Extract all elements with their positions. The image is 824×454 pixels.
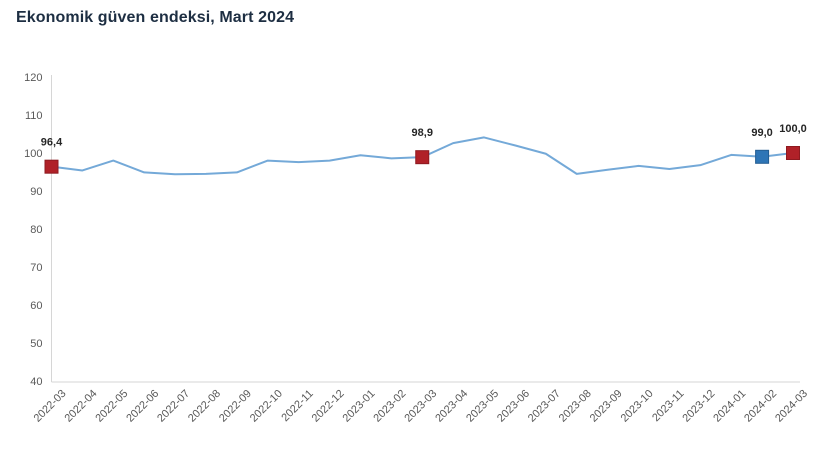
x-tick-label: 2022-11 bbox=[279, 388, 315, 424]
x-tick-label: 2022-08 bbox=[186, 388, 223, 425]
x-tick-label: 2024-03 bbox=[773, 388, 810, 425]
x-tick-label: 2023-12 bbox=[680, 388, 717, 425]
x-tick-label: 2022-06 bbox=[124, 388, 161, 425]
y-tick-label: 40 bbox=[30, 376, 42, 388]
y-tick-label: 110 bbox=[25, 110, 43, 122]
x-tick-label: 2023-01 bbox=[341, 388, 378, 425]
x-tick-label: 2022-09 bbox=[217, 388, 254, 425]
point-label-2024-03: 100,0 bbox=[779, 123, 807, 135]
y-tick-label: 90 bbox=[30, 186, 42, 198]
x-tick-label: 2023-05 bbox=[464, 388, 501, 425]
x-tick-label: 2022-10 bbox=[248, 388, 285, 425]
y-tick-label: 50 bbox=[30, 338, 42, 350]
x-tick-label: 2022-05 bbox=[93, 388, 130, 425]
marker-2024-03 bbox=[786, 146, 800, 160]
x-tick-label: 2022-12 bbox=[310, 388, 347, 425]
point-label-2022-03: 96,4 bbox=[41, 137, 63, 149]
x-tick-label: 2023-11 bbox=[650, 388, 686, 424]
x-tick-label: 2023-02 bbox=[371, 388, 408, 425]
x-tick-label: 2023-06 bbox=[495, 388, 532, 425]
x-tick-label: 2023-07 bbox=[526, 388, 563, 425]
point-label-2024-02: 99,0 bbox=[751, 127, 772, 139]
x-tick-label: 2023-03 bbox=[402, 388, 439, 425]
marker-2022-03 bbox=[44, 159, 59, 174]
x-tick-label: 2023-08 bbox=[557, 388, 594, 425]
y-tick-label: 70 bbox=[30, 262, 42, 274]
x-tick-label: 2023-04 bbox=[433, 388, 470, 425]
x-tick-label: 2022-07 bbox=[155, 388, 192, 425]
marker-2024-02 bbox=[755, 149, 770, 164]
y-tick-label: 100 bbox=[24, 148, 42, 160]
y-tick-label: 80 bbox=[30, 224, 42, 236]
x-tick-label: 2024-02 bbox=[742, 388, 779, 425]
x-tick-label: 2023-09 bbox=[588, 388, 625, 425]
chart-title: Ekonomik güven endeksi, Mart 2024 bbox=[16, 9, 295, 26]
marker-2023-03 bbox=[415, 150, 430, 165]
point-label-2023-03: 98,9 bbox=[412, 127, 433, 139]
x-tick-label: 2022-03 bbox=[32, 388, 69, 425]
x-tick-label: 2023-10 bbox=[619, 388, 656, 425]
x-tick-label: 2024-01 bbox=[711, 388, 748, 425]
y-tick-label: 60 bbox=[30, 300, 42, 312]
x-tick-label: 2022-04 bbox=[62, 388, 99, 425]
y-tick-label: 120 bbox=[24, 72, 42, 84]
